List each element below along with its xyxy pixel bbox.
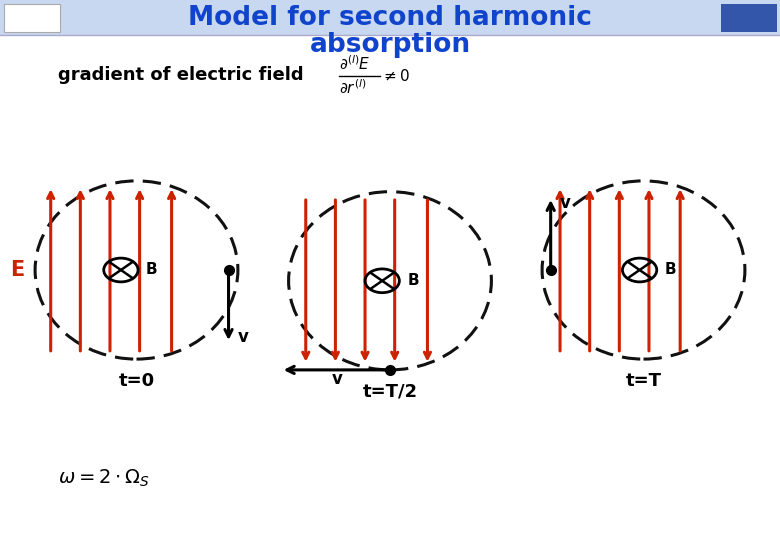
FancyBboxPatch shape [721,4,777,32]
FancyBboxPatch shape [0,0,780,35]
Text: t=0: t=0 [119,372,154,390]
Text: $\omega = 2 \cdot \Omega_S$: $\omega = 2 \cdot \Omega_S$ [58,467,151,489]
Text: $\neq 0$: $\neq 0$ [381,68,410,84]
Text: absorption: absorption [310,32,470,58]
FancyBboxPatch shape [4,4,60,32]
Text: t=T: t=T [626,372,661,390]
Text: E: E [10,260,24,280]
Text: $\partial^{(l)}E$: $\partial^{(l)}E$ [339,55,370,73]
Text: Model for second harmonic: Model for second harmonic [188,5,592,31]
Text: B: B [665,262,676,278]
Text: t=T/2: t=T/2 [363,382,417,401]
Text: v: v [560,193,571,212]
Text: $\partial r^{(l)}$: $\partial r^{(l)}$ [339,78,367,97]
Text: v: v [238,328,249,347]
Text: v: v [332,370,342,388]
Text: B: B [146,262,158,278]
Text: gradient of electric field: gradient of electric field [58,65,304,84]
Text: B: B [407,273,419,288]
